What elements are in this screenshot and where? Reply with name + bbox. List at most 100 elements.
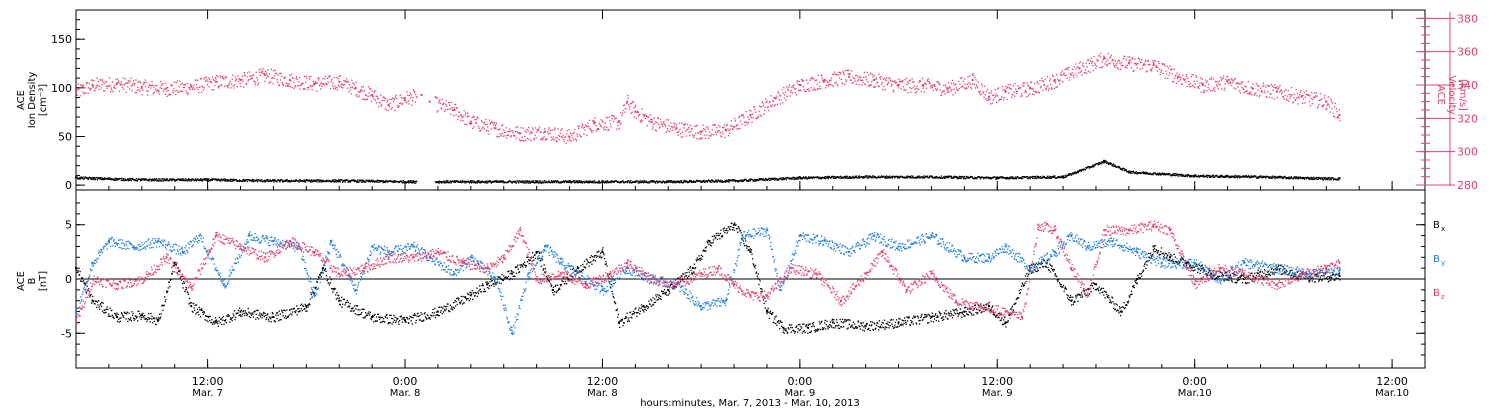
density-point	[645, 181, 647, 183]
velocity-point	[319, 85, 321, 87]
density-point	[282, 180, 284, 182]
velocity-point	[935, 88, 937, 90]
density-point	[367, 179, 369, 182]
velocity-point	[1209, 90, 1211, 92]
velocity-point	[1319, 100, 1321, 102]
velocity-point	[288, 83, 290, 85]
density-point	[767, 179, 769, 181]
velocity-point	[1147, 60, 1149, 63]
velocity-point	[700, 138, 702, 140]
velocity-point	[464, 114, 466, 116]
velocity-point	[662, 122, 664, 124]
velocity-point	[296, 78, 298, 80]
density-point	[998, 177, 1000, 179]
velocity-point	[897, 87, 899, 89]
density-point	[861, 176, 863, 178]
velocity-point	[581, 123, 583, 125]
density-point	[438, 182, 440, 184]
density-point	[1046, 175, 1049, 177]
velocity-point	[286, 82, 288, 85]
density-point	[1187, 174, 1189, 176]
density-point	[232, 178, 235, 180]
velocity-point	[1204, 85, 1206, 87]
density-point	[944, 175, 946, 177]
velocity-point	[472, 127, 474, 130]
velocity-point	[844, 83, 846, 85]
velocity-point	[572, 132, 574, 135]
velocity-point	[1138, 59, 1141, 61]
velocity-point	[685, 135, 688, 137]
density-point	[518, 182, 520, 184]
velocity-point	[289, 85, 291, 88]
velocity-point	[198, 92, 200, 94]
density-point	[844, 176, 846, 178]
velocity-point	[1134, 58, 1136, 60]
velocity-point	[1066, 67, 1069, 69]
density-point	[457, 180, 459, 182]
density-point	[264, 180, 266, 182]
density-point	[967, 176, 969, 178]
density-point	[1175, 174, 1177, 177]
bx-point	[101, 301, 103, 303]
velocity-point	[1236, 83, 1238, 85]
velocity-point	[749, 109, 751, 112]
velocity-point	[375, 95, 377, 97]
velocity-point	[1159, 68, 1161, 70]
velocity-point	[774, 104, 776, 106]
density-point	[468, 182, 471, 184]
density-point	[884, 176, 887, 178]
density-point	[745, 179, 747, 181]
velocity-point	[1195, 75, 1197, 77]
velocity-point	[1240, 81, 1243, 83]
density-point	[1073, 172, 1076, 174]
velocity-point	[1221, 88, 1223, 90]
velocity-point	[450, 101, 453, 103]
density-point	[148, 179, 150, 181]
density-point	[410, 181, 412, 183]
velocity-point	[93, 80, 95, 82]
velocity-point	[720, 136, 723, 138]
density-point	[784, 178, 786, 180]
velocity-point	[454, 104, 457, 106]
velocity-point	[152, 84, 154, 86]
density-point	[753, 180, 755, 182]
density-point	[656, 180, 658, 182]
density-point	[107, 178, 109, 180]
velocity-point	[1040, 85, 1042, 87]
density-point	[958, 177, 960, 180]
velocity-point	[150, 87, 152, 89]
velocity-point	[583, 126, 586, 128]
velocity-point	[500, 125, 503, 127]
density-tick-label: 0	[65, 179, 72, 192]
velocity-point	[557, 134, 560, 136]
velocity-point	[179, 80, 181, 82]
velocity-point	[631, 102, 633, 104]
velocity-point	[1329, 111, 1331, 113]
velocity-point	[91, 79, 93, 82]
density-point	[490, 181, 492, 183]
velocity-point	[291, 86, 293, 89]
velocity-point	[96, 84, 98, 86]
velocity-point	[471, 116, 473, 119]
velocity-point	[329, 87, 332, 90]
velocity-point	[1094, 64, 1096, 66]
velocity-point	[451, 106, 453, 109]
density-point	[629, 182, 631, 184]
velocity-point	[1172, 81, 1175, 83]
b-tick-label: -5	[61, 327, 72, 340]
velocity-point-anchor	[116, 82, 119, 85]
velocity-point	[364, 99, 366, 101]
velocity-point	[700, 133, 702, 135]
velocity-point	[723, 126, 725, 129]
velocity-point-anchor	[848, 75, 851, 78]
density-point	[361, 181, 364, 183]
velocity-point	[457, 115, 460, 118]
density-point	[347, 179, 349, 181]
velocity-point	[77, 83, 79, 85]
velocity-point	[819, 85, 821, 88]
density-point-anchor	[996, 176, 999, 179]
density-point	[80, 177, 83, 179]
bx-point	[116, 320, 119, 322]
velocity-point	[807, 88, 810, 90]
velocity-point	[1227, 79, 1229, 81]
